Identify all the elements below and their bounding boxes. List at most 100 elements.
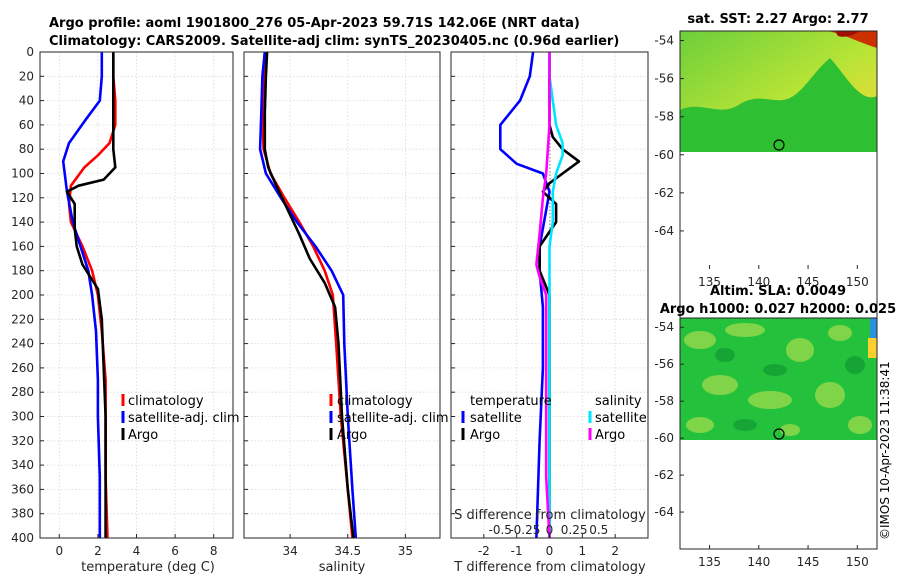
sla-map: Altim. SLA: 0.0049 Argo h1000: 0.027 h20… [654, 284, 896, 569]
legend-satellite-label: satellite-adj. clim [337, 411, 449, 426]
imos-credit: ©IMOS 10-Apr-2023 11:38:41 [878, 361, 892, 540]
sla-map-ticks: 135 140 145 150 -54 -56 -58 -60 -62 -64 [654, 320, 868, 569]
map-x-tick-label: 150 [846, 275, 869, 289]
map-y-tick-label: -56 [654, 357, 674, 371]
sla-highs [684, 323, 872, 436]
map-x-tick-label: 145 [797, 275, 820, 289]
map-y-tick-label: -58 [654, 394, 674, 408]
legend-s-argo-label: Argo [595, 428, 625, 443]
sst-argo-marker [773, 139, 785, 151]
figure-title-line-2: Climatology: CARS2009. Satellite-adj cli… [49, 34, 619, 49]
map-y-tick-label: -56 [654, 72, 674, 86]
x-tick-label: 8 [210, 544, 218, 558]
depth-tick-label: 400 [11, 531, 34, 545]
legend-s-satellite-label: satellite [595, 411, 647, 426]
depth-tick-label: 20 [19, 69, 34, 83]
legend-temperature-header: temperature [470, 394, 552, 409]
salinity-panel: 34 34.5 35 salinity climatology satellite-… [243, 51, 449, 575]
s-tick-label: 0.5 [589, 523, 608, 537]
legend-climatology-label: climatology [337, 394, 413, 409]
sst-warm-water [828, 31, 877, 48]
map-y-tick-label: -58 [654, 110, 674, 124]
depth-tick-label: 300 [11, 410, 34, 424]
map-y-tick-label: -60 [654, 148, 674, 162]
s-tick-label: 0 [546, 523, 554, 537]
sst-warm-core [835, 31, 860, 37]
x-tick-label: 6 [171, 544, 179, 558]
temperature-legend: climatology satellite-adj. clim Argo [121, 394, 240, 443]
depth-tick-label: 0 [26, 45, 34, 59]
temperature-xlabel: temperature (deg C) [81, 560, 215, 575]
depth-tick-label: 120 [11, 191, 34, 205]
sla-argo-marker [773, 428, 785, 440]
sla-lows [715, 348, 865, 431]
depth-tick-label: 180 [11, 264, 34, 278]
map-x-tick-label: 140 [747, 275, 770, 289]
map-y-tick-label: -54 [654, 320, 674, 334]
temperature-ticks: 0204060801001201401601802002202402602803… [11, 45, 217, 558]
x-tick-label: 0 [546, 544, 554, 558]
figure-title-line-1: Argo profile: aoml 1901800_276 05-Apr-20… [49, 16, 580, 31]
t-difference-xlabel: T difference from climatology [453, 560, 646, 575]
sla-map-title-line-2: Argo h1000: 0.027 h2000: 0.025 [660, 302, 896, 317]
x-tick-label: -1 [511, 544, 523, 558]
depth-tick-label: 140 [11, 215, 34, 229]
sla-high-patch [868, 338, 877, 358]
map-y-tick-label: -64 [654, 224, 674, 238]
x-tick-label: 4 [133, 544, 141, 558]
legend-argo-label: Argo [337, 428, 367, 443]
salinity-legend: climatology satellite-adj. clim Argo [329, 394, 449, 443]
depth-tick-label: 320 [11, 434, 34, 448]
depth-tick-label: 160 [11, 239, 34, 253]
legend-t-argo-label: Argo [470, 428, 500, 443]
map-y-tick-label: -64 [654, 505, 674, 519]
depth-tick-label: 80 [19, 142, 34, 156]
s-difference-xlabel: S difference from climatology [454, 508, 646, 523]
series-salinity-argo [535, 52, 551, 538]
map-x-tick-label: 140 [747, 555, 770, 569]
s-difference-ticks: -0.5-0.25 0 0.25 0.5 [489, 523, 609, 537]
x-tick-label: 34.5 [334, 544, 361, 558]
x-tick-label: 0 [55, 544, 63, 558]
sst-map-ticks: 135 140 145 150 -54 -56 -58 -60 -62 -64 [654, 34, 868, 289]
s-tick-label: -0.25 [509, 523, 540, 537]
map-x-tick-label: 145 [797, 555, 820, 569]
sst-cold-water [680, 58, 877, 152]
depth-tick-label: 340 [11, 458, 34, 472]
series-argo [65, 52, 117, 538]
map-x-tick-label: 150 [846, 555, 869, 569]
difference-lines [498, 52, 581, 538]
map-y-tick-label: -60 [654, 431, 674, 445]
difference-panel: -2 -1 0 1 2 T difference from climatology S … [450, 51, 649, 575]
map-x-tick-label: 135 [698, 275, 721, 289]
depth-tick-label: 40 [19, 94, 34, 108]
map-x-tick-label: 135 [698, 555, 721, 569]
s-tick-label: 0.25 [561, 523, 588, 537]
sla-map-title-line-1: Altim. SLA: 0.0049 [710, 284, 846, 299]
legend-satellite-label: satellite-adj. clim [128, 411, 240, 426]
x-tick-label: 34 [282, 544, 297, 558]
legend-salinity-header: salinity [595, 394, 642, 409]
s-tick-label: -0.5 [489, 523, 512, 537]
depth-tick-label: 100 [11, 167, 34, 181]
depth-tick-label: 220 [11, 312, 34, 326]
map-y-tick-label: -62 [654, 468, 674, 482]
depth-tick-label: 280 [11, 385, 34, 399]
temperature-lines [61, 52, 117, 538]
series-temperature-satellite [498, 52, 551, 538]
map-y-tick-label: -62 [654, 186, 674, 200]
x-tick-label: -2 [478, 544, 490, 558]
depth-tick-label: 360 [11, 482, 34, 496]
x-tick-label: 2 [94, 544, 102, 558]
sst-map: sat. SST: 2.27 Argo: 2.77 135 140 145 150 -5… [654, 12, 878, 550]
x-tick-label: 35 [398, 544, 413, 558]
depth-tick-label: 200 [11, 288, 34, 302]
difference-ticks: -2 -1 0 1 2 [451, 51, 619, 558]
legend-t-satellite-label: satellite [470, 411, 522, 426]
series-satellite-adj-clim [258, 52, 358, 538]
sla-low-patch [870, 318, 877, 338]
depth-tick-label: 60 [19, 118, 34, 132]
salinity-ticks: 34 34.5 35 [244, 51, 413, 558]
salinity-xlabel: salinity [319, 560, 366, 575]
